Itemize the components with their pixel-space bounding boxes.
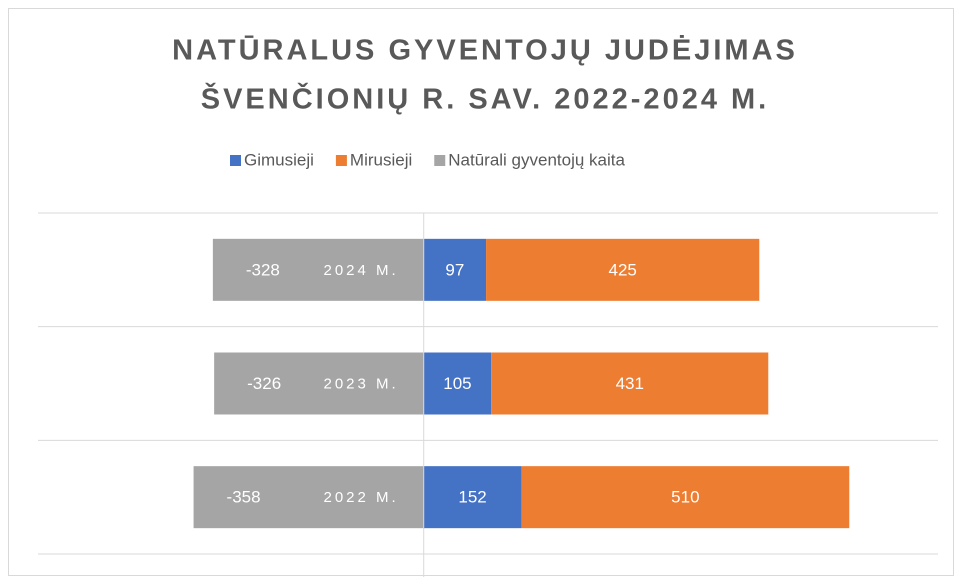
legend-label: Natūrali gyventojų kaita	[448, 150, 625, 169]
legend-label: Gimusieji	[244, 150, 314, 169]
bar-segment	[423, 466, 522, 529]
chart-title: NATŪRALUS GYVENTOJŲ JUDĖJIMAS	[172, 35, 798, 67]
data-label: 152	[458, 488, 486, 507]
category-label: 2022 M.	[324, 489, 399, 506]
data-label: 425	[608, 260, 636, 279]
data-label: 510	[671, 488, 699, 507]
legend-label: Mirusieji	[350, 150, 412, 169]
data-label: -326	[247, 374, 281, 393]
category-label: 2024 M.	[324, 262, 399, 279]
data-label: -358	[227, 488, 261, 507]
bar-segment	[491, 352, 769, 415]
data-label: 431	[616, 374, 644, 393]
bar-segment	[423, 238, 487, 301]
bar-segment	[214, 352, 424, 415]
chart-title: ŠVENČIONIŲ R. SAV. 2022-2024 M.	[201, 82, 769, 116]
category-label: 2023 M.	[324, 375, 399, 392]
legend-swatch	[434, 155, 446, 166]
data-label: 105	[443, 374, 471, 393]
bar-segment	[521, 466, 850, 529]
data-label: 97	[445, 260, 464, 279]
bar-segment	[423, 352, 492, 415]
legend-swatch	[230, 155, 241, 166]
bar-segment	[193, 466, 424, 529]
data-label: -328	[246, 260, 280, 279]
bar-segment	[486, 238, 760, 301]
bar-segment	[212, 238, 424, 301]
legend-swatch	[335, 155, 347, 166]
